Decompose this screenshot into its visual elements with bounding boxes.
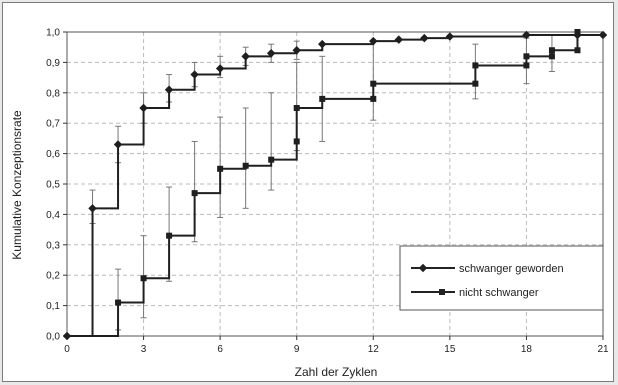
diamond-marker xyxy=(266,49,276,58)
square-marker xyxy=(293,105,300,111)
square-marker xyxy=(268,156,275,163)
square-marker xyxy=(548,53,555,60)
diamond-marker xyxy=(215,64,225,73)
square-marker xyxy=(293,138,300,145)
diamond-marker xyxy=(292,45,301,55)
x-tick-label: 21 xyxy=(597,344,609,355)
y-tick-label: 0,1 xyxy=(46,301,60,312)
diamond-marker xyxy=(394,35,404,44)
square-marker xyxy=(370,95,377,102)
axes xyxy=(63,31,604,340)
legend: schwanger geworden nicht schwanger xyxy=(399,245,604,311)
diamond-marker xyxy=(420,33,429,43)
x-axis-label: Zahl der Zyklen xyxy=(295,365,378,379)
y-tick-label: 0,7 xyxy=(46,119,60,130)
square-marker xyxy=(115,299,122,306)
diamond-marker xyxy=(317,39,327,49)
x-tick-label: 3 xyxy=(141,344,147,355)
chart-frame: 0 3 6 9 12 15 18 21 0,0 0,1 0,2 0,3 0,4 0,5 0,6 0,7 0,8 0… xyxy=(2,2,614,382)
square-marker xyxy=(523,53,530,60)
diamond-marker xyxy=(445,32,455,41)
y-tick-label: 0,6 xyxy=(46,149,60,160)
square-marker xyxy=(548,47,555,54)
tick-labels: 0 3 6 9 12 15 18 21 0,0 0,1 0,2 0,3 0,4 0,5 0,6 0,7 0,8 0… xyxy=(46,28,609,356)
diamond-marker xyxy=(190,70,199,79)
square-marker xyxy=(217,165,224,172)
diamond-marker xyxy=(139,103,148,113)
legend-marker-2 xyxy=(439,289,445,295)
square-marker xyxy=(472,80,479,87)
square-marker xyxy=(574,29,581,35)
square-marker xyxy=(166,232,173,239)
series-markers xyxy=(62,29,608,341)
square-marker xyxy=(140,275,147,282)
diamond-marker xyxy=(62,331,72,341)
y-tick-label: 0,4 xyxy=(46,210,60,221)
y-tick-label: 0,0 xyxy=(46,332,60,343)
x-tick-label: 6 xyxy=(217,344,223,355)
y-tick-label: 1,0 xyxy=(46,28,60,39)
y-tick-label: 0,2 xyxy=(46,271,60,282)
square-marker xyxy=(472,62,479,69)
y-tick-label: 0,5 xyxy=(46,180,60,191)
square-marker xyxy=(523,62,530,69)
legend-marker-1 xyxy=(418,263,428,273)
square-marker xyxy=(191,190,198,197)
y-tick-label: 0,3 xyxy=(46,240,60,251)
x-tick-label: 18 xyxy=(521,344,533,355)
x-tick-label: 0 xyxy=(64,344,70,355)
y-axis-label: Kumulative Konzeptionsrate xyxy=(10,110,24,260)
y-tick-label: 0,9 xyxy=(46,58,60,69)
diamond-marker xyxy=(113,140,123,149)
square-marker xyxy=(574,47,581,54)
square-marker xyxy=(370,80,377,87)
x-tick-label: 9 xyxy=(294,344,300,355)
square-marker xyxy=(319,95,326,102)
legend-label-2: nicht schwanger xyxy=(459,287,539,299)
conception-rate-chart: 0 3 6 9 12 15 18 21 0,0 0,1 0,2 0,3 0,4 0,5 0,6 0,7 0,8 0… xyxy=(10,28,609,380)
square-marker xyxy=(242,162,249,169)
legend-label-1: schwanger geworden xyxy=(459,263,564,275)
x-tick-label: 12 xyxy=(368,344,380,355)
diamond-marker xyxy=(369,36,378,46)
legend-box xyxy=(399,245,604,311)
x-tick-label: 15 xyxy=(444,344,456,355)
diamond-marker xyxy=(88,204,97,213)
diamond-marker xyxy=(241,52,250,61)
y-tick-label: 0,8 xyxy=(46,88,60,99)
